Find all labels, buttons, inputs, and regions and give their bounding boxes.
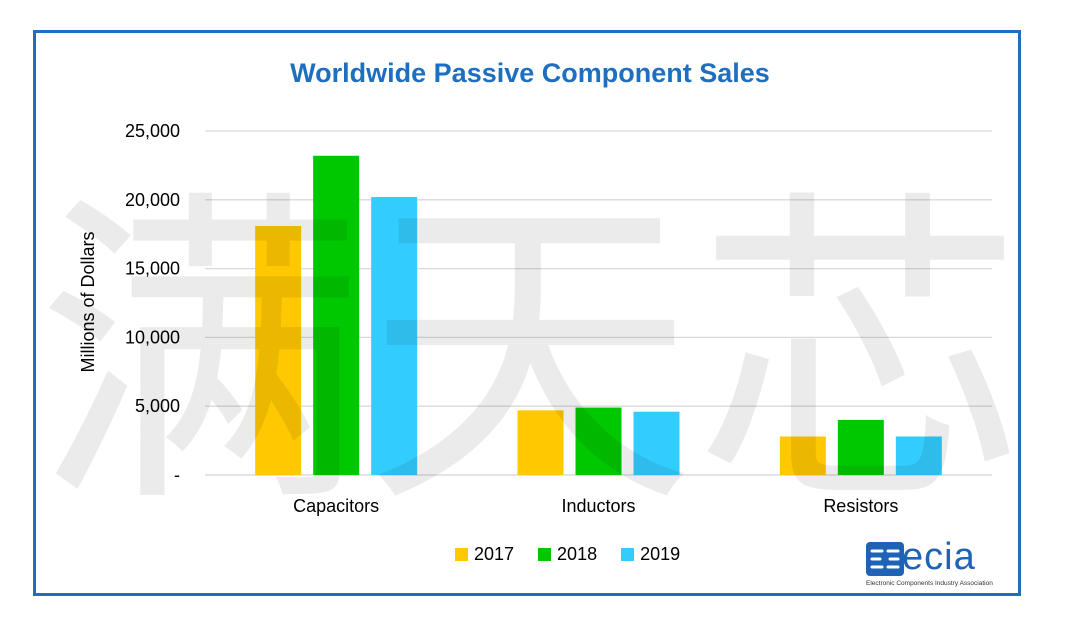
bar-capacitors-2019 xyxy=(371,197,418,475)
chart-title: Worldwide Passive Component Sales xyxy=(290,58,770,88)
legend-label-2017: 2017 xyxy=(474,544,515,564)
x-tick-label-resistors: Resistors xyxy=(823,496,898,516)
legend-swatch-2019 xyxy=(621,548,635,561)
bar-resistors-2017 xyxy=(779,436,826,475)
ecia-logo-icon xyxy=(866,542,904,576)
y-axis-ticks: - 5,000 10,000 15,000 20,000 25,000 xyxy=(125,121,180,485)
bar-capacitors-2017 xyxy=(255,225,302,475)
x-tick-label-inductors: Inductors xyxy=(561,496,635,516)
y-tick-label: 15,000 xyxy=(125,259,180,279)
legend-label-2018: 2018 xyxy=(557,544,598,564)
bar-inductors-2017 xyxy=(517,410,564,475)
x-tick-label-capacitors: Capacitors xyxy=(293,496,379,516)
legend-item-2019: 2019 xyxy=(621,544,680,565)
y-tick-label: 5,000 xyxy=(135,396,180,416)
y-axis-label: Millions of Dollars xyxy=(78,231,98,372)
bar-inductors-2019 xyxy=(633,411,680,475)
legend-swatch-2017 xyxy=(455,548,468,561)
legend-swatch-2018 xyxy=(538,548,552,561)
legend-label-2019: 2019 xyxy=(640,544,681,564)
legend-item-2017: 2017 xyxy=(455,544,514,565)
y-tick-label: 25,000 xyxy=(125,121,180,141)
ecia-logo: ecia Electronic Components Industry Asso… xyxy=(862,536,1012,590)
y-tick-label: 10,000 xyxy=(125,327,180,347)
y-tick-label: 20,000 xyxy=(125,190,180,210)
bar-inductors-2018 xyxy=(575,407,622,475)
x-axis-ticks: Capacitors Inductors Resistors xyxy=(293,496,898,516)
bar-resistors-2018 xyxy=(837,419,884,475)
chart-frame xyxy=(33,30,1021,596)
legend-item-2018: 2018 xyxy=(538,544,597,565)
bars xyxy=(255,155,942,475)
ecia-logo-word: ecia xyxy=(902,536,976,578)
ecia-logo-tagline: Electronic Components Industry Associati… xyxy=(866,580,993,587)
y-tick-label: - xyxy=(174,465,180,485)
bar-resistors-2019 xyxy=(895,436,942,475)
legend: 2017 2018 2019 xyxy=(455,544,704,565)
bar-capacitors-2018 xyxy=(313,155,360,475)
